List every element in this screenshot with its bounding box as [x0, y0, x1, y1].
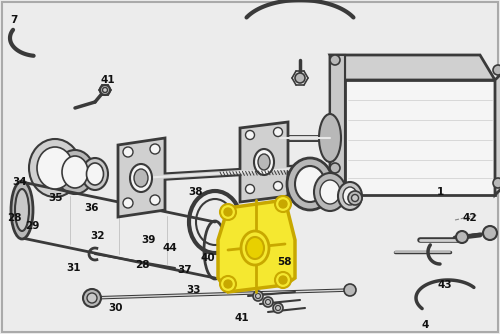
Polygon shape	[330, 55, 345, 195]
Circle shape	[274, 181, 282, 190]
Circle shape	[224, 280, 232, 288]
Text: 33: 33	[187, 285, 202, 295]
Circle shape	[220, 204, 236, 220]
Text: 28: 28	[135, 260, 150, 270]
Circle shape	[123, 147, 133, 157]
Text: 31: 31	[67, 263, 82, 273]
Text: 29: 29	[25, 221, 39, 231]
Ellipse shape	[241, 231, 269, 265]
Ellipse shape	[338, 182, 362, 210]
Ellipse shape	[314, 173, 346, 211]
Polygon shape	[345, 80, 495, 195]
Text: 43: 43	[438, 280, 452, 290]
Polygon shape	[240, 122, 288, 202]
Ellipse shape	[320, 180, 340, 204]
Text: 42: 42	[462, 213, 477, 223]
Circle shape	[224, 208, 232, 216]
Ellipse shape	[82, 158, 108, 190]
Circle shape	[256, 294, 260, 299]
Ellipse shape	[287, 158, 333, 210]
Circle shape	[295, 73, 305, 83]
Ellipse shape	[62, 156, 88, 188]
Text: 41: 41	[234, 313, 250, 323]
Text: 1: 1	[436, 187, 444, 197]
Circle shape	[263, 297, 273, 307]
Polygon shape	[330, 55, 495, 80]
Circle shape	[279, 200, 287, 208]
Ellipse shape	[56, 150, 94, 194]
Ellipse shape	[343, 187, 357, 205]
Text: 37: 37	[178, 265, 192, 275]
Ellipse shape	[258, 154, 270, 170]
Circle shape	[246, 184, 254, 193]
Circle shape	[123, 198, 133, 208]
Text: 30: 30	[109, 303, 124, 313]
Circle shape	[275, 272, 291, 288]
Ellipse shape	[11, 181, 33, 239]
Circle shape	[274, 128, 282, 137]
Text: 28: 28	[7, 213, 22, 223]
Circle shape	[279, 276, 287, 284]
Text: 41: 41	[100, 75, 116, 85]
Circle shape	[275, 196, 291, 212]
Circle shape	[150, 195, 160, 205]
Text: 38: 38	[189, 187, 204, 197]
Text: 32: 32	[91, 231, 106, 241]
Text: 7: 7	[10, 15, 18, 25]
Ellipse shape	[37, 147, 73, 189]
Circle shape	[344, 284, 356, 296]
Circle shape	[493, 65, 500, 75]
Circle shape	[83, 289, 101, 307]
Circle shape	[273, 303, 283, 313]
Circle shape	[348, 191, 362, 205]
Polygon shape	[330, 55, 345, 80]
Polygon shape	[118, 138, 165, 217]
Circle shape	[87, 293, 97, 303]
Ellipse shape	[246, 237, 264, 259]
Circle shape	[483, 226, 497, 240]
Text: 35: 35	[49, 193, 64, 203]
Text: 39: 39	[141, 235, 155, 245]
Circle shape	[352, 194, 358, 201]
Circle shape	[493, 178, 500, 188]
Ellipse shape	[134, 169, 148, 187]
Ellipse shape	[15, 189, 29, 231]
Circle shape	[266, 300, 270, 305]
Ellipse shape	[86, 163, 104, 185]
Polygon shape	[495, 65, 500, 195]
Circle shape	[246, 131, 254, 140]
Circle shape	[330, 55, 340, 65]
Text: 34: 34	[12, 177, 28, 187]
Text: 44: 44	[162, 243, 178, 253]
Circle shape	[150, 144, 160, 154]
Text: 4: 4	[422, 320, 428, 330]
Ellipse shape	[29, 139, 81, 197]
Ellipse shape	[254, 149, 274, 175]
Polygon shape	[330, 55, 345, 195]
Polygon shape	[218, 200, 295, 292]
Circle shape	[102, 88, 108, 93]
Circle shape	[456, 231, 468, 243]
Text: 58: 58	[277, 257, 291, 267]
Text: 36: 36	[85, 203, 100, 213]
Circle shape	[100, 85, 110, 95]
Circle shape	[220, 276, 236, 292]
Ellipse shape	[319, 114, 341, 162]
Circle shape	[330, 163, 340, 173]
Circle shape	[276, 306, 280, 311]
Circle shape	[253, 291, 263, 301]
Text: 40: 40	[200, 253, 216, 263]
Ellipse shape	[130, 164, 152, 192]
Ellipse shape	[295, 166, 325, 202]
